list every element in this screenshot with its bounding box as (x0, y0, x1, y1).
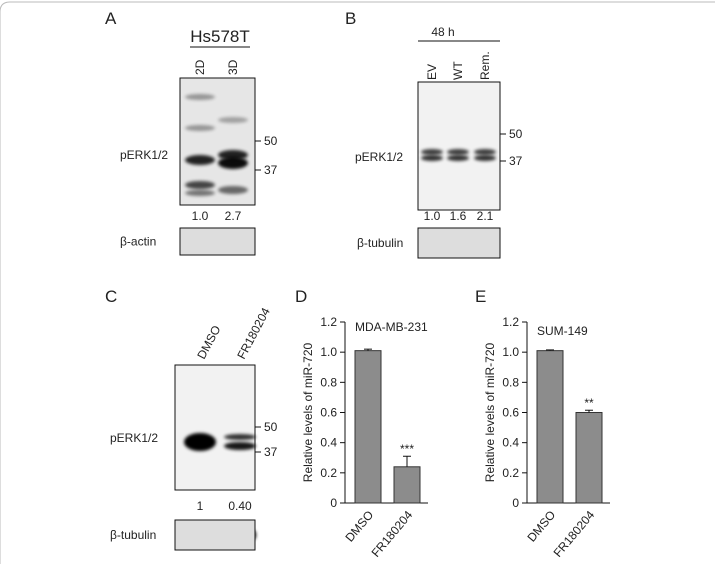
y-tick-label: 0 (330, 496, 337, 510)
time-label: 48 h (431, 25, 454, 39)
y-tick-label: 0.6 (502, 406, 519, 420)
quantification: 1.0 (424, 209, 441, 223)
band (218, 117, 248, 123)
marker-label: 50 (264, 134, 278, 148)
quantification: 2.7 (225, 209, 242, 223)
band (218, 157, 248, 169)
y-tick-label: 0.4 (502, 436, 519, 450)
y-tick-label: 0.6 (320, 406, 337, 420)
quantification: 0.40 (228, 499, 252, 513)
x-tick-label: DMSO (342, 508, 376, 545)
lane-label: DMSO (194, 323, 223, 361)
band (474, 149, 496, 155)
lane-label: 2D (193, 59, 207, 75)
band (185, 155, 215, 165)
quantification: 1 (197, 499, 204, 513)
x-tick-label: DMSO (524, 508, 558, 545)
quantification: 1.6 (450, 209, 467, 223)
x-tick-label: FR180204 (551, 508, 598, 560)
blot (174, 364, 256, 491)
lane-label: Rem. (478, 51, 492, 80)
band (224, 434, 256, 440)
band (224, 442, 256, 450)
panel-label: C (105, 287, 117, 306)
loading-label: β-tubulin (357, 236, 403, 250)
band (184, 433, 216, 451)
bar (536, 350, 564, 504)
band (185, 190, 215, 196)
band-label: pERK1/2 (120, 148, 168, 162)
band (447, 155, 469, 161)
y-tick-label: 1.2 (502, 315, 519, 329)
band (474, 155, 496, 161)
lane-label: FR180204 (234, 305, 273, 361)
x-tick-label: FR180204 (369, 508, 416, 560)
panel-label: B (345, 9, 356, 28)
y-tick-label: 0 (512, 496, 519, 510)
marker-label: 37 (264, 163, 278, 177)
panel-label: D (295, 287, 307, 306)
quantification: 2.1 (477, 209, 494, 223)
loading-label: β-tubulin (110, 528, 156, 542)
lane-label: 3D (226, 59, 240, 75)
band (185, 181, 215, 189)
band (447, 149, 469, 155)
loading-blot (179, 227, 256, 256)
marker-label: 50 (264, 420, 278, 434)
chart-title: SUM-149 (537, 324, 588, 338)
band (185, 94, 215, 100)
panel-label: E (475, 287, 486, 306)
band (218, 150, 248, 160)
marker-label: 50 (509, 127, 523, 141)
lane-label: EV (425, 64, 439, 80)
bar (575, 412, 603, 504)
y-tick-label: 0.8 (320, 375, 337, 389)
significance: ** (584, 396, 594, 410)
band-label: pERK1/2 (355, 150, 403, 164)
band (421, 155, 443, 161)
loading-label: β-actin (120, 235, 156, 249)
y-tick-label: 1.0 (502, 345, 519, 359)
y-tick-label: 0.4 (320, 436, 337, 450)
y-tick-label: 0.2 (320, 466, 337, 480)
y-tick-label: 0.8 (502, 375, 519, 389)
y-axis-label: Relative levels of miR-720 (301, 342, 315, 482)
band (421, 149, 443, 155)
lane-label: WT (451, 61, 465, 80)
y-tick-label: 1.2 (320, 315, 337, 329)
bar (393, 466, 421, 504)
band (185, 125, 215, 131)
cell-line: Hs578T (190, 27, 250, 46)
y-tick-label: 0.2 (502, 466, 519, 480)
marker-label: 37 (264, 445, 278, 459)
loading-blot (417, 227, 501, 259)
significance: *** (400, 442, 414, 456)
loading-blot (174, 519, 256, 551)
panel-label: A (105, 9, 117, 28)
bar (354, 350, 382, 504)
chart-title: MDA-MB-231 (355, 320, 428, 334)
blot (417, 81, 501, 211)
marker-label: 37 (509, 154, 523, 168)
band (218, 186, 248, 194)
y-axis-label: Relative levels of miR-720 (483, 342, 497, 482)
band-label: pERK1/2 (110, 431, 158, 445)
y-tick-label: 1.0 (320, 345, 337, 359)
quantification: 1.0 (192, 209, 209, 223)
